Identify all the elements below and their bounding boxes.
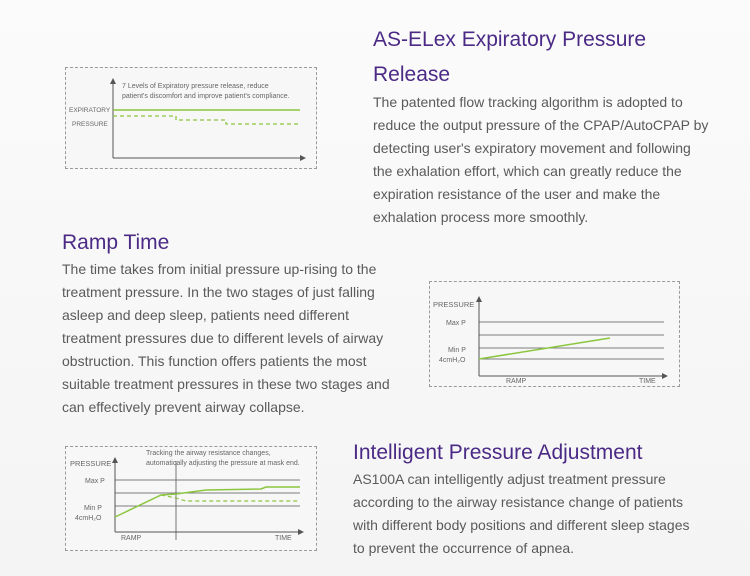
expiratory-body: The patented flow tracking algorithm is …: [373, 94, 709, 225]
ramp-min-label: Min P: [448, 347, 466, 354]
ramp-max-label: Max P: [446, 320, 466, 327]
intelligent-resistance-curve: [160, 494, 300, 502]
ramp-figure: PRESSURE Max P Min P 4cmH₂O RAMP TIME: [429, 281, 680, 387]
intelligent-min-value: 4cmH₂O: [75, 515, 102, 522]
intelligent-max-label: Max P: [85, 478, 105, 485]
ramp-curve: [478, 337, 611, 360]
intelligent-body: AS100A can intelligently adjust treatmen…: [353, 471, 690, 556]
intelligent-x-arrow: [298, 529, 304, 535]
expiratory-release-line: [113, 115, 300, 125]
ramp-body: The time takes from initial pressure up-…: [62, 261, 390, 415]
ramp-ylabel: PRESSURE: [433, 300, 474, 309]
ramp-min-value: 4cmH₂O: [439, 357, 466, 364]
ramp-x-ramp-label: RAMP: [506, 378, 527, 385]
expiratory-title: AS-ELex Expiratory Pressure Release: [373, 28, 647, 86]
ramp-y-arrow: [476, 296, 482, 302]
intelligent-title: Intelligent Pressure Adjustment: [353, 441, 643, 464]
expiratory-caption-line1: 7 Levels of Expiratory pressure release,…: [122, 83, 269, 90]
ramp-x-time-label: TIME: [639, 378, 656, 385]
intelligent-caption-line2: automatically adjusting the pressure at …: [146, 460, 300, 467]
intelligent-caption-line1: Tracking the airway resistance changes,: [146, 450, 271, 457]
intelligent-pressure-figure: Tracking the airway resistance changes, …: [65, 446, 317, 551]
expiratory-ylabel-line1: EXPIRATORY: [69, 107, 111, 114]
intelligent-y-arrow: [112, 457, 118, 463]
ramp-title: Ramp Time: [62, 231, 170, 254]
expiratory-y-arrow: [110, 78, 116, 84]
intelligent-x-time-label: TIME: [275, 535, 292, 542]
expiratory-caption-line2: patient's discomfort and improve patient…: [122, 93, 290, 100]
intelligent-x-ramp-label: RAMP: [121, 535, 142, 542]
expiratory-ylabel-line2: PRESSURE: [72, 121, 108, 128]
expiratory-pressure-figure: 7 Levels of Expiratory pressure release,…: [65, 67, 317, 169]
intelligent-ylabel: PRESSURE: [70, 459, 111, 468]
ramp-x-arrow: [662, 373, 668, 379]
intelligent-pressure-curve: [114, 486, 300, 518]
expiratory-x-arrow: [300, 155, 306, 161]
intelligent-min-label: Min P: [84, 505, 102, 512]
